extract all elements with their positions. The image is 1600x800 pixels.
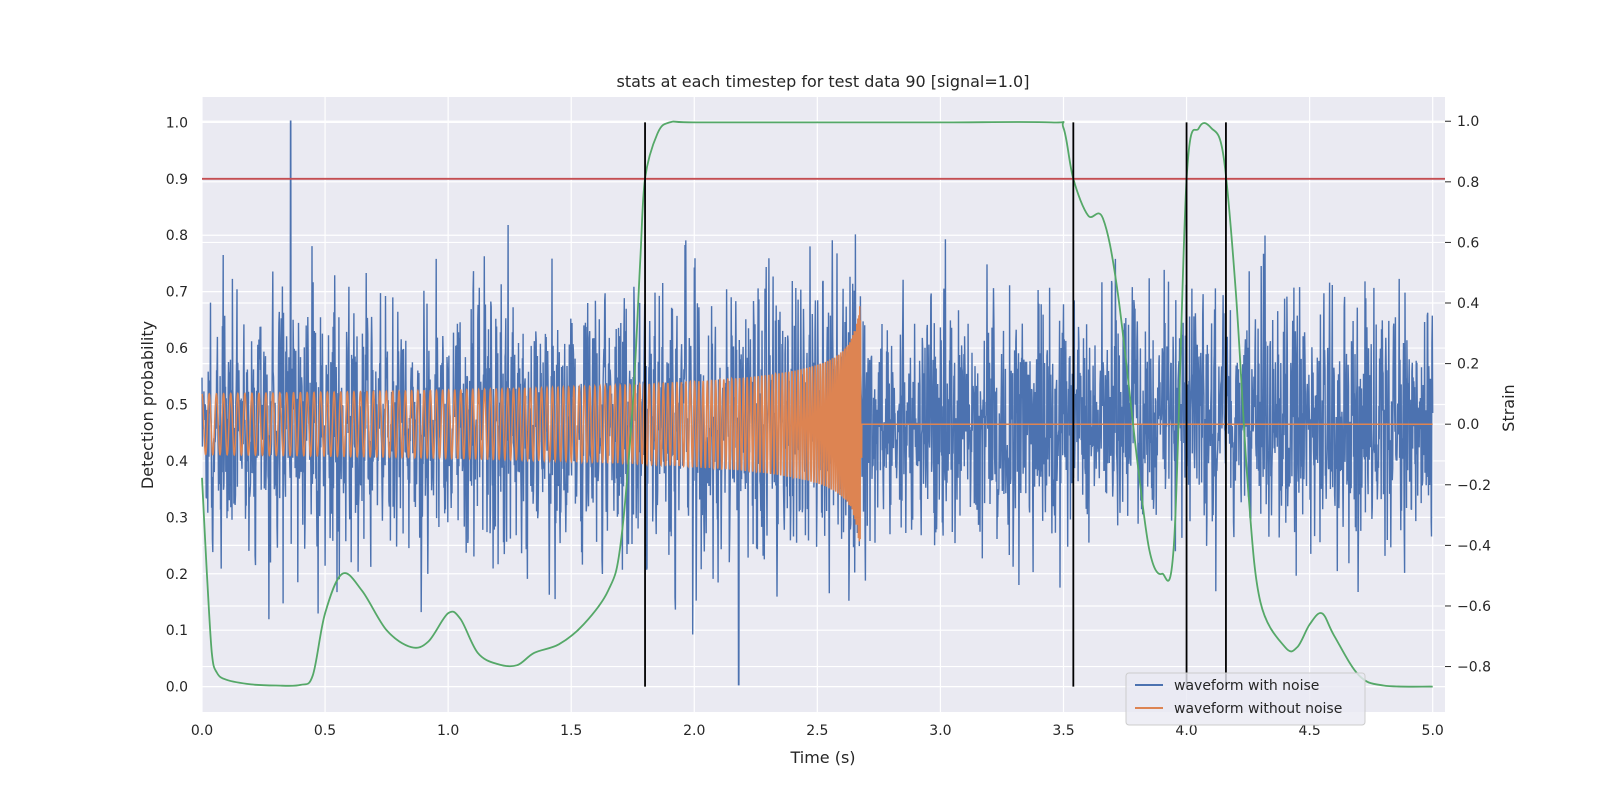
x-axis-label: Time (s) [789, 748, 855, 767]
x-tick-label: 0.0 [191, 723, 213, 739]
y-tick-label: 0.3 [166, 510, 188, 526]
y2-tick-label: 0.6 [1457, 235, 1479, 251]
x-tick-label: 4.0 [1175, 723, 1197, 739]
y2-tick-label: −0.2 [1457, 478, 1491, 494]
y-tick-label: 0.5 [166, 398, 188, 414]
y2-tick-label: 1.0 [1457, 114, 1479, 130]
chart-title: stats at each timestep for test data 90 … [617, 72, 1030, 91]
line-detection-probability [201, 120, 1433, 688]
x-axis-ticks: 0.0 0.5 1.0 1.5 2.0 2.5 3.0 3.5 4.0 4.5 5.0 [191, 723, 1444, 739]
y-tick-label: 0.4 [166, 454, 188, 470]
y-axis-ticks: 0.0 0.1 0.2 0.3 0.4 0.5 0.6 0.7 0.8 0.9 1.0 [166, 115, 188, 695]
x-tick-label: 0.5 [314, 723, 336, 739]
y-tick-label: 0.8 [166, 228, 188, 244]
detection-bounds [644, 122, 1227, 687]
y2-tick-label: 0.8 [1457, 175, 1479, 191]
y2-tick-label: 0.2 [1457, 357, 1479, 373]
legend: waveform with noise waveform without noi… [1125, 672, 1366, 726]
x-tick-label: 5.0 [1422, 723, 1444, 739]
y-tick-label: 0.7 [166, 285, 188, 301]
y-tick-label: 0.2 [166, 567, 188, 583]
y2-tick-label: 0.0 [1457, 417, 1479, 433]
y2-tick-label: 0.4 [1457, 296, 1479, 312]
x-tick-label: 2.0 [683, 723, 705, 739]
x-tick-label: 2.5 [806, 723, 828, 739]
x-tick-label: 3.0 [929, 723, 951, 739]
y-tick-label: 0.1 [166, 623, 188, 639]
series-waveform-without-noise [201, 306, 1433, 542]
x-tick-label: 1.5 [560, 723, 582, 739]
y2-axis-label: Strain [1499, 384, 1518, 431]
y-tick-label: 0.9 [166, 172, 188, 188]
x-tick-label: 4.5 [1298, 723, 1320, 739]
line-waveform-without-noise [201, 306, 1433, 542]
y-axis-label: Detection probability [138, 321, 157, 489]
y2-tick-label: −0.4 [1457, 538, 1491, 554]
x-tick-label: 1.0 [437, 723, 459, 739]
y-tick-label: 0.6 [166, 341, 188, 357]
legend-box [1125, 672, 1366, 726]
legend-label-noisy: waveform with noise [1174, 678, 1319, 694]
series-detection-probability [201, 120, 1433, 688]
y-tick-label: 0.0 [166, 680, 188, 696]
y2-axis-ticks: −0.8 −0.6 −0.4 −0.2 0.0 0.2 0.4 0.6 0.8 1.0 [1445, 114, 1491, 676]
legend-label-clean: waveform without noise [1174, 701, 1342, 717]
y2-tick-label: −0.6 [1457, 599, 1491, 615]
y-tick-label: 1.0 [166, 115, 188, 131]
y2-tick-label: −0.8 [1457, 660, 1491, 676]
x-tick-label: 3.5 [1052, 723, 1074, 739]
